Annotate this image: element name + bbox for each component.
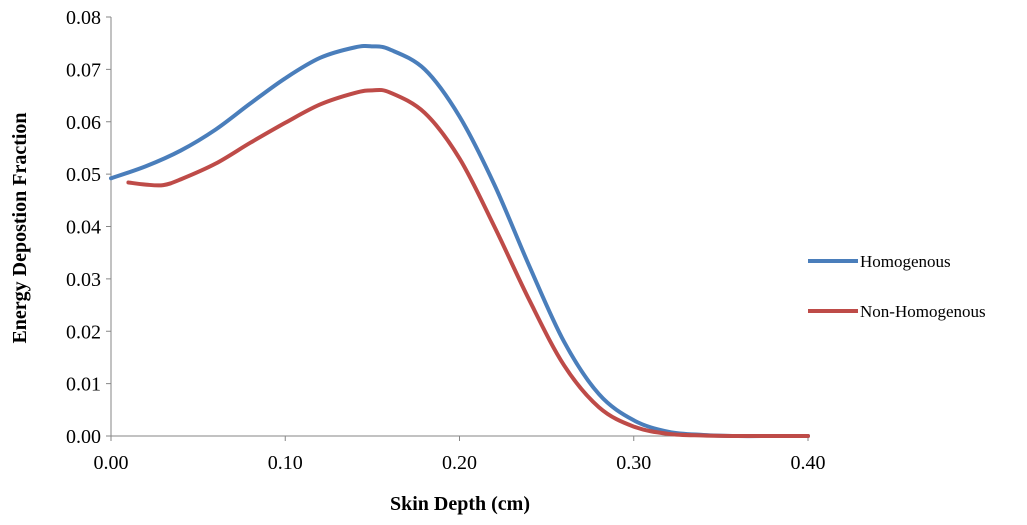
y-tick-label: 0.04 bbox=[66, 217, 101, 239]
x-tick-label: 0.30 bbox=[616, 452, 651, 474]
axes bbox=[110, 17, 808, 437]
series-line-homogenous bbox=[109, 44, 810, 439]
x-axis-title: Skin Depth (cm) bbox=[390, 493, 530, 515]
legend-label-non-homogenous: Non-Homogenous bbox=[860, 302, 986, 321]
x-tick-label: 0.00 bbox=[94, 452, 129, 474]
legend: Homogenous Non-Homogenous bbox=[808, 252, 986, 321]
series-line-non-homogenous bbox=[126, 87, 810, 439]
x-tick-label: 0.10 bbox=[268, 452, 303, 474]
x-tick-label: 0.40 bbox=[791, 452, 826, 474]
y-tick-label: 0.08 bbox=[66, 7, 101, 29]
y-tick-label: 0.07 bbox=[66, 59, 101, 81]
y-tick-label: 0.05 bbox=[66, 164, 101, 186]
series-lines bbox=[109, 44, 810, 439]
y-tick-label: 0.06 bbox=[66, 112, 101, 134]
y-axis-title: Energy Depostion Fraction bbox=[9, 112, 31, 343]
legend-label-homogenous: Homogenous bbox=[860, 252, 951, 271]
y-tick-label: 0.01 bbox=[66, 374, 101, 396]
y-tick-label: 0.03 bbox=[66, 269, 101, 291]
y-tick-label: 0.02 bbox=[66, 321, 101, 343]
y-axis-ticks: 0.00 0.01 0.02 0.03 0.04 0.05 0.06 0.07 0.08 bbox=[66, 7, 111, 448]
x-axis-ticks: 0.00 0.10 0.20 0.30 0.40 bbox=[94, 436, 826, 474]
y-tick-label: 0.00 bbox=[66, 426, 101, 448]
x-tick-label: 0.20 bbox=[442, 452, 477, 474]
